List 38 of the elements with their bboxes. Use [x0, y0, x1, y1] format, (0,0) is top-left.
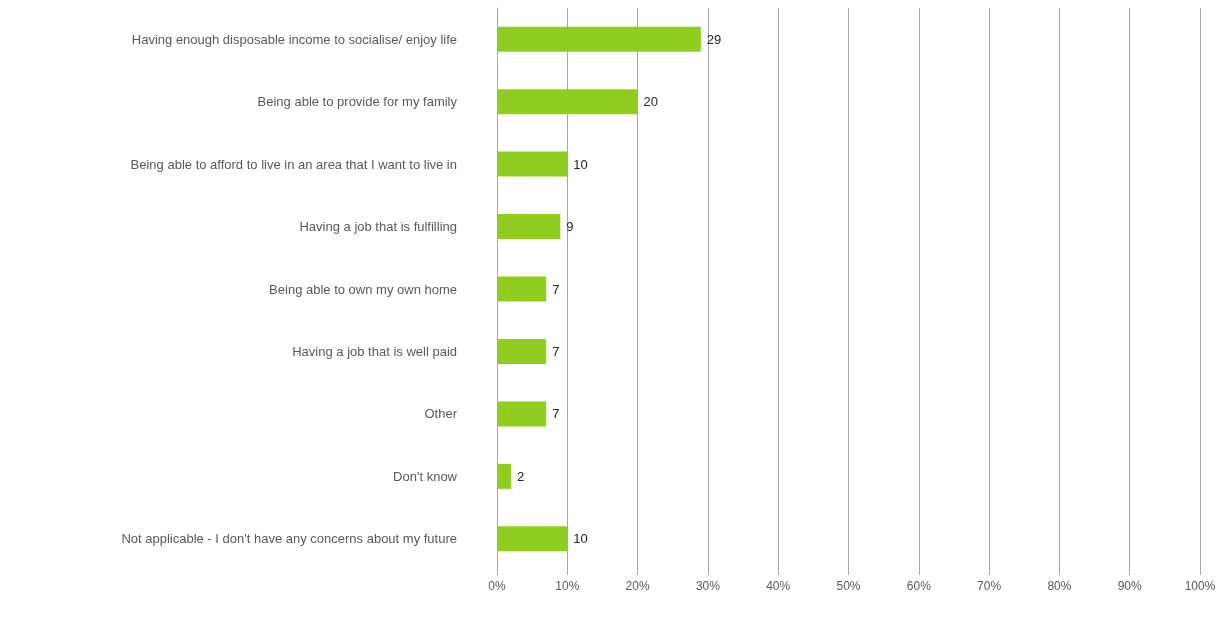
y-tick-label: Being able to afford to live in an area that I want to live in — [130, 156, 457, 172]
data-label: 2 — [517, 468, 525, 484]
y-tick-label: Not applicable - I don't have any concerns about my future — [121, 531, 457, 547]
data-label: 9 — [566, 219, 574, 235]
y-tick-label: Having enough disposable income to socialise/ enjoy life — [131, 31, 457, 47]
bar — [497, 338, 547, 364]
x-tick-label: 90% — [1117, 579, 1143, 593]
data-label: 29 — [706, 31, 722, 47]
bar — [497, 463, 512, 489]
x-tick-label: 10% — [555, 579, 580, 593]
bar — [497, 89, 638, 115]
bar — [497, 276, 547, 302]
x-tick-label: 20% — [625, 579, 650, 593]
bar — [497, 526, 568, 552]
x-tick-label: 40% — [766, 579, 791, 593]
bar — [497, 26, 701, 52]
data-label: 7 — [552, 343, 560, 359]
data-label: 10 — [573, 156, 588, 172]
x-tick-label: 50% — [836, 579, 861, 593]
data-label: 7 — [552, 281, 560, 297]
x-tick-label: 100% — [1184, 579, 1216, 593]
bar — [497, 214, 561, 240]
data-label: 10 — [573, 531, 588, 547]
y-tick-label: Don't know — [393, 468, 458, 484]
y-tick-label: Having a job that is fulfilling — [299, 219, 457, 235]
bar — [497, 401, 547, 427]
bar — [497, 151, 568, 177]
x-tick-label: 30% — [695, 579, 721, 593]
y-tick-label: Being able to provide for my family — [257, 94, 458, 110]
x-tick-label: 80% — [1047, 579, 1072, 593]
y-tick-label: Having a job that is well paid — [292, 343, 457, 359]
y-tick-label: Being able to own my own home — [269, 281, 457, 297]
data-label: 20 — [643, 94, 659, 110]
data-label: 7 — [552, 406, 560, 422]
x-tick-label: 0% — [488, 579, 506, 593]
x-tick-label: 60% — [906, 579, 932, 593]
x-tick-label: 70% — [977, 579, 1002, 593]
y-tick-label: Other — [424, 406, 458, 422]
